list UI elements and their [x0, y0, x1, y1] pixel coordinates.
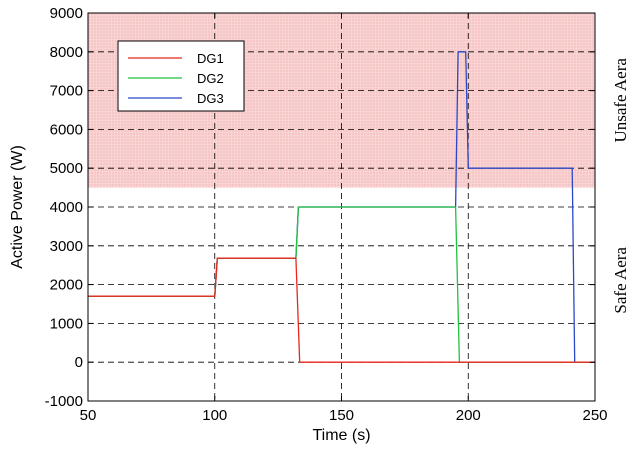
x-axis-ticks: 50 100 150 200 250 — [80, 13, 608, 424]
series-group — [88, 51, 595, 363]
legend-label-dg1: DG1 — [197, 51, 224, 66]
region-label-safe: Safe Aera — [611, 247, 630, 314]
series-line-dg1 — [88, 257, 595, 363]
x-tick-label: 250 — [582, 407, 607, 424]
y-tick-label: 6000 — [50, 121, 83, 138]
y-tick-label: 9000 — [50, 5, 83, 22]
x-axis-label: Time (s) — [312, 427, 370, 444]
x-tick-label: 150 — [329, 407, 354, 424]
y-tick-label: 1000 — [50, 315, 83, 332]
legend-label-dg2: DG2 — [197, 71, 224, 86]
y-tick-label: 2000 — [50, 277, 83, 294]
y-tick-label: 8000 — [50, 44, 83, 61]
y-tick-label: -1000 — [45, 393, 83, 410]
legend: DG1 DG2 DG3 — [117, 40, 245, 112]
y-tick-label: 5000 — [50, 160, 83, 177]
y-axis-ticks: -1000 0 1000 2000 3000 4000 5000 6000 7000 8000 90… — [45, 5, 595, 410]
region-label-unsafe: Unsafe Aera — [611, 58, 630, 143]
legend-box — [117, 40, 245, 112]
y-tick-label: 7000 — [50, 83, 83, 100]
legend-label-dg3: DG3 — [197, 91, 224, 106]
x-tick-label: 100 — [202, 407, 227, 424]
y-tick-label: 0 — [75, 354, 83, 371]
y-tick-label: 3000 — [50, 238, 83, 255]
x-tick-label: 50 — [80, 407, 97, 424]
y-tick-label: 4000 — [50, 199, 83, 216]
y-axis-label: Active Power (W) — [9, 145, 26, 269]
x-tick-label: 200 — [456, 407, 481, 424]
